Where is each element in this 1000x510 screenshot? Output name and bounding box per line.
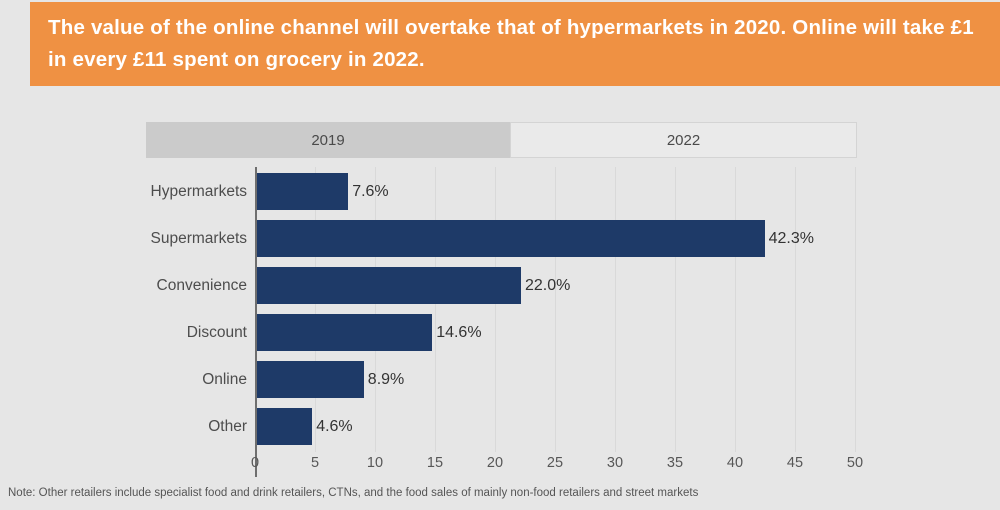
x-tick-20: 20 xyxy=(486,455,504,471)
bar-convenience xyxy=(257,267,521,304)
x-tick-15: 15 xyxy=(426,455,444,471)
x-tick-50: 50 xyxy=(846,455,864,471)
gridline-25 xyxy=(555,167,556,452)
gridline-5 xyxy=(315,167,316,452)
gridline-45 xyxy=(795,167,796,452)
value-label: 14.6% xyxy=(436,324,482,341)
gridline-40 xyxy=(735,167,736,452)
footnote: Note: Other retailers include specialist… xyxy=(8,487,699,499)
value-label: 7.6% xyxy=(352,183,389,200)
value-label: 22.0% xyxy=(525,277,571,294)
year-tabstrip: 2019 2022 xyxy=(146,122,857,158)
x-tick-5: 5 xyxy=(310,455,320,471)
gridline-35 xyxy=(675,167,676,452)
insight-banner-text: The value of the online channel will ove… xyxy=(48,16,974,71)
category-label: Other xyxy=(208,418,247,435)
category-label: Supermarkets xyxy=(150,230,247,247)
bar-hypermarkets xyxy=(257,173,349,210)
bar-online xyxy=(257,361,364,398)
bar-other xyxy=(257,408,313,445)
category-label: Online xyxy=(202,371,247,388)
category-label: Discount xyxy=(186,324,247,341)
value-label: 8.9% xyxy=(367,371,405,388)
x-tick-35: 35 xyxy=(666,455,684,471)
tab-2022[interactable]: 2022 xyxy=(510,122,857,158)
gridline-20 xyxy=(495,167,496,452)
gridline-50 xyxy=(855,167,856,452)
x-tick-25: 25 xyxy=(546,455,564,471)
x-tick-45: 45 xyxy=(786,455,804,471)
insight-banner: The value of the online channel will ove… xyxy=(30,2,1000,86)
value-label: 42.3% xyxy=(768,230,814,247)
x-tick-10: 10 xyxy=(366,455,384,471)
x-tick-30: 30 xyxy=(606,455,624,471)
gridline-30 xyxy=(615,167,616,452)
bar-discount xyxy=(257,314,433,351)
tab-2019[interactable]: 2019 xyxy=(146,122,510,158)
bar-supermarkets xyxy=(257,220,765,257)
x-tick-40: 40 xyxy=(726,455,744,471)
x-tick-0: 0 xyxy=(250,455,260,471)
gridline-10 xyxy=(375,167,376,452)
category-label: Convenience xyxy=(156,277,247,294)
category-label: Hypermarkets xyxy=(150,183,247,200)
value-label: 4.6% xyxy=(316,418,353,435)
y-axis-line xyxy=(255,167,257,477)
gridline-15 xyxy=(435,167,436,452)
